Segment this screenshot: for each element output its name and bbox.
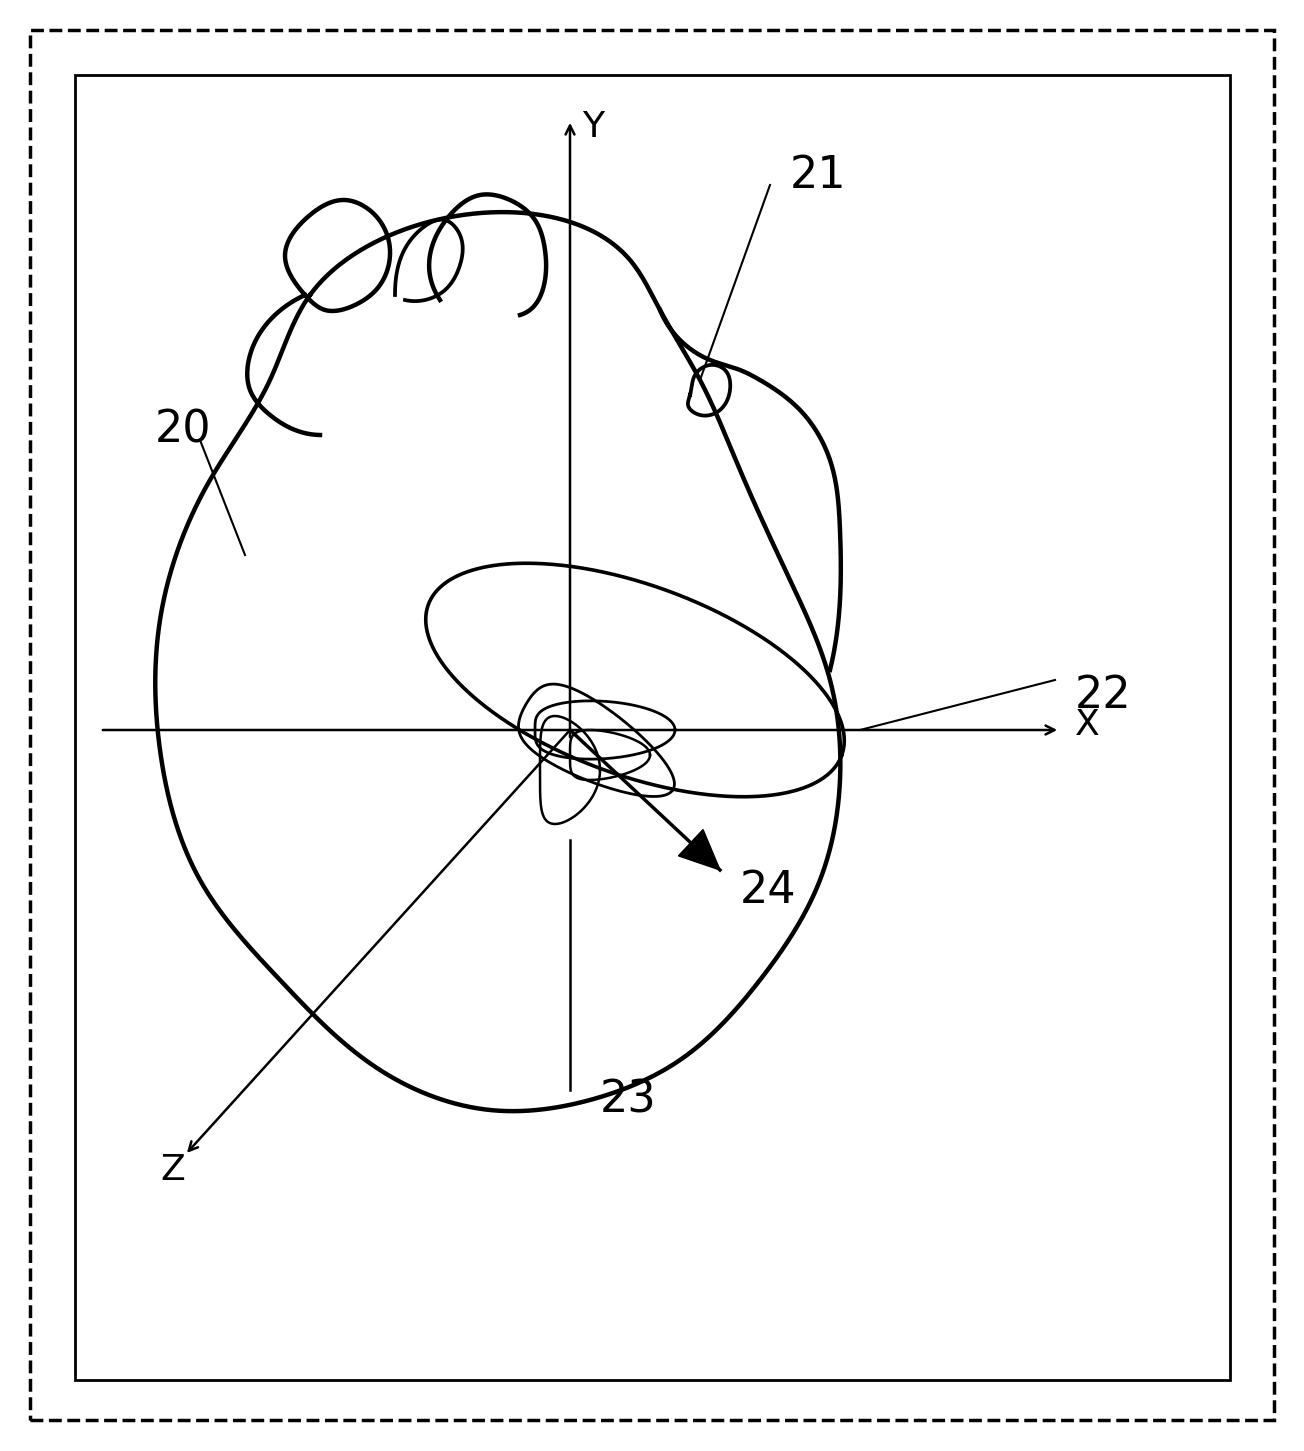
Text: X: X	[1074, 708, 1099, 741]
Text: 23: 23	[600, 1078, 657, 1122]
Text: 22: 22	[1074, 673, 1132, 717]
Bar	[76, 75, 1230, 1380]
Text: Y: Y	[582, 110, 604, 144]
Text: 20: 20	[155, 409, 211, 451]
Polygon shape	[678, 830, 720, 871]
Text: 21: 21	[790, 154, 846, 196]
Text: 24: 24	[739, 869, 797, 911]
Text: Z: Z	[160, 1154, 185, 1187]
